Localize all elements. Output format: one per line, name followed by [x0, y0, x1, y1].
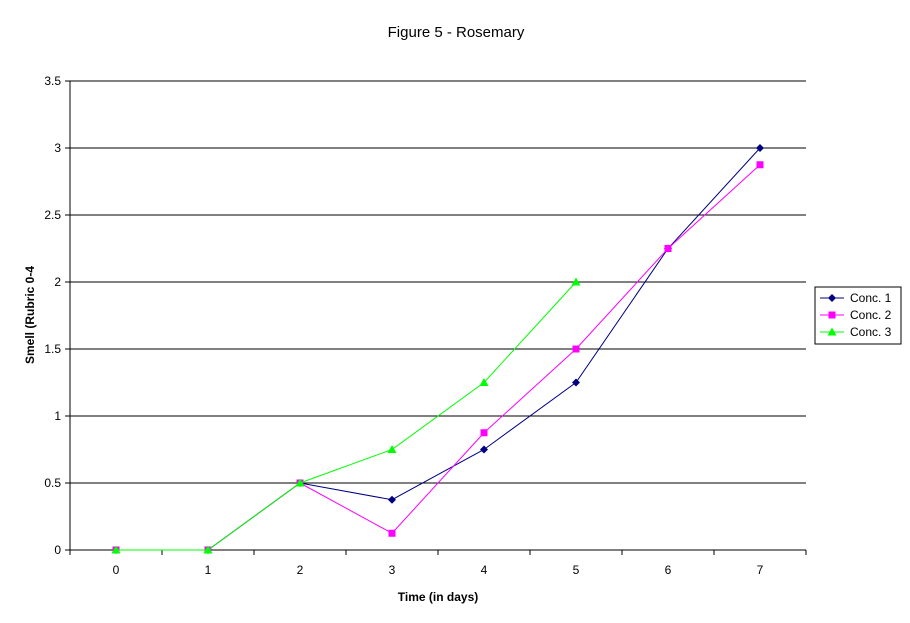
data-point-square [480, 429, 488, 437]
series-3 [111, 277, 581, 554]
data-point-square [572, 345, 580, 353]
y-tick-label: 3 [54, 141, 61, 155]
legend-label: Conc. 3 [850, 325, 892, 339]
x-tick-label: 5 [573, 563, 580, 577]
data-point-square [664, 245, 672, 252]
x-tick-label: 6 [665, 563, 672, 577]
series-line [116, 164, 761, 551]
data-point-triangle [203, 545, 213, 554]
x-tick-label: 3 [389, 563, 396, 577]
x-axis-ticks: 0 1 2 3 4 5 6 7 [69, 550, 807, 577]
data-point-diamond [756, 144, 764, 152]
y-tick-label: 1.5 [44, 342, 61, 356]
data-point-square [756, 161, 764, 169]
x-tick-label: 1 [205, 563, 212, 577]
data-point-triangle [571, 277, 581, 286]
series-line [116, 281, 577, 551]
data-point-diamond [480, 445, 488, 454]
y-tick-label: 0.5 [44, 476, 61, 490]
data-point-square [388, 529, 396, 537]
y-tick-label: 2 [54, 275, 61, 289]
data-point-square [828, 311, 836, 319]
data-point-diamond [388, 495, 396, 504]
data-point-triangle [827, 327, 837, 336]
x-axis-label: Time (in days) [398, 590, 478, 604]
legend-item: Conc. 3 [820, 325, 892, 339]
x-tick-label: 4 [481, 563, 488, 577]
y-tick-label: 0 [54, 543, 61, 557]
legend-label: Conc. 2 [850, 308, 892, 322]
legend-item: Conc. 2 [820, 308, 892, 322]
legend-item: Conc. 1 [820, 291, 892, 305]
chart-title: Figure 5 - Rosemary [388, 24, 525, 41]
legend: Conc. 1 Conc. 2 Conc. 3 [814, 286, 902, 345]
x-tick-label: 7 [757, 563, 764, 577]
data-point-triangle [387, 445, 397, 453]
series-group [111, 144, 764, 554]
y-tick-label: 1 [54, 409, 61, 423]
y-axis-label: Smell (Rubric 0-4 [23, 266, 37, 364]
gridlines [70, 80, 806, 484]
data-point-diamond [572, 378, 580, 387]
y-tick-label: 3.5 [44, 74, 61, 88]
legend-label: Conc. 1 [850, 291, 892, 305]
data-point-triangle [111, 545, 121, 554]
y-axis-ticks: 0 0.5 1 1.5 2 2.5 3 3.5 [44, 74, 70, 557]
axes [69, 81, 806, 551]
data-point-diamond [828, 294, 836, 302]
y-tick-label: 2.5 [44, 208, 61, 222]
data-point-triangle [295, 478, 305, 487]
x-tick-label: 0 [113, 563, 120, 577]
data-point-triangle [479, 378, 489, 386]
series-2 [112, 161, 764, 554]
x-tick-label: 2 [297, 563, 304, 577]
